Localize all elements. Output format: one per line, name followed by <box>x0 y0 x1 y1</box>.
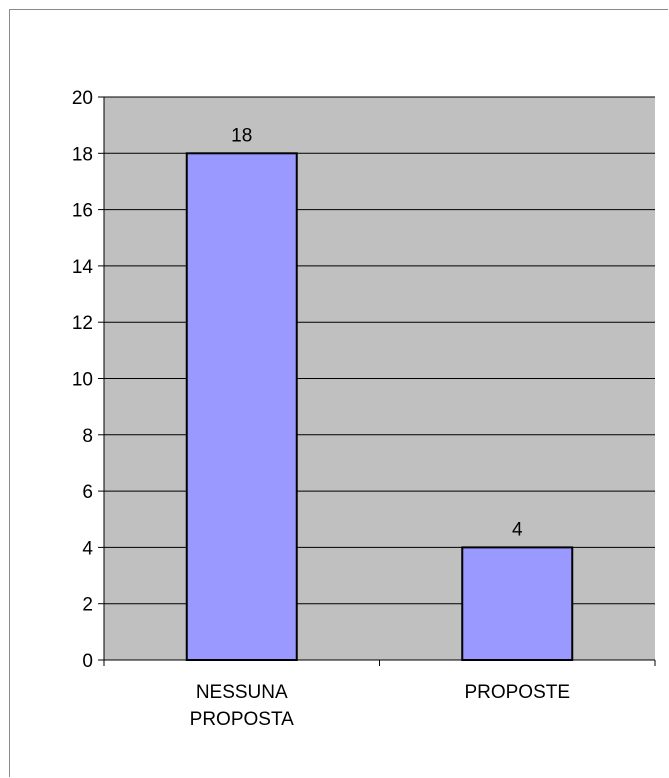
x-tick-label: PROPOSTE <box>464 682 570 703</box>
bar <box>185 152 298 662</box>
data-label: 18 <box>231 125 252 146</box>
y-axis-ticks: 0 2 4 6 8 10 12 14 16 18 20 <box>72 88 104 672</box>
bars <box>185 152 574 662</box>
y-tick-label: 4 <box>82 538 93 559</box>
y-tick-label: 18 <box>72 144 93 165</box>
x-tick-label: NESSUNA PROPOSTA <box>190 682 294 730</box>
data-labels: 18 4 <box>231 125 523 540</box>
y-tick-label: 0 <box>82 651 93 672</box>
y-tick-label: 6 <box>82 482 93 503</box>
y-tick-label: 10 <box>72 370 93 391</box>
chart-frame <box>9 9 668 777</box>
x-axis-labels: NESSUNA PROPOSTA PROPOSTE <box>190 682 570 730</box>
y-tick-label: 2 <box>82 595 93 616</box>
data-label: 4 <box>512 519 523 540</box>
bar <box>461 546 574 662</box>
x-tick-label-line: PROPOSTA <box>190 709 294 730</box>
y-tick-label: 8 <box>82 426 93 447</box>
y-tick-label: 20 <box>72 88 93 109</box>
y-tick-label: 14 <box>72 257 94 278</box>
y-tick-label: 12 <box>72 313 93 334</box>
y-tick-label: 16 <box>72 201 93 222</box>
x-tick-label-line: NESSUNA <box>196 682 288 703</box>
x-tick-label-line: PROPOSTE <box>464 682 570 703</box>
